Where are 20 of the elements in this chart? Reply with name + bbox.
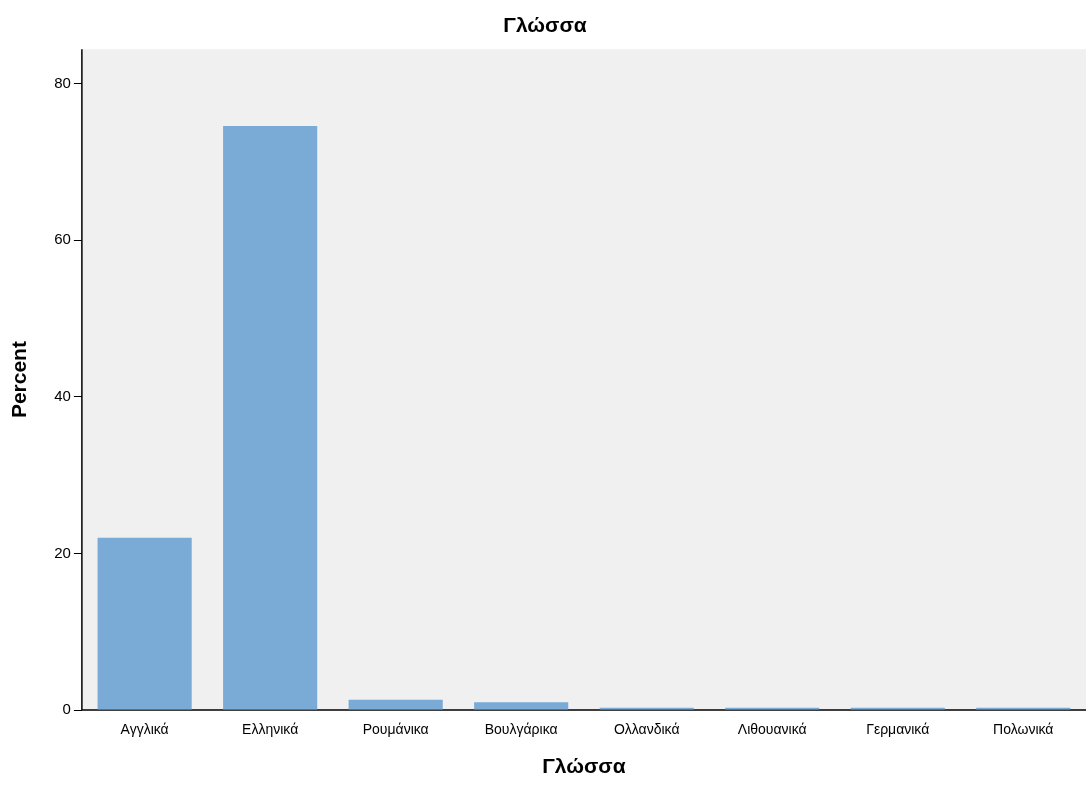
x-tick-label: Ελληνικά <box>242 721 299 738</box>
chart-title: Γλώσσα <box>503 13 587 37</box>
bar <box>474 702 569 710</box>
y-tick-label: 80 <box>54 73 71 91</box>
x-tick-label: Αγγλικά <box>120 721 169 738</box>
y-tick-label: 60 <box>54 230 71 248</box>
y-axis-title: Percent <box>7 341 31 419</box>
x-tick-label: Βουλγάρικα <box>484 721 558 738</box>
bar <box>348 699 443 710</box>
x-tick-label: Ρουμάνικα <box>362 721 429 738</box>
y-tick-label: 40 <box>54 386 71 404</box>
y-tick-label: 0 <box>62 700 71 718</box>
x-tick-label: Γερμανικά <box>866 721 930 738</box>
bar <box>223 125 318 710</box>
bar <box>97 537 192 710</box>
y-tick-label: 20 <box>54 543 71 561</box>
x-tick-label: Ολλανδικά <box>613 721 680 738</box>
x-axis-title: Γλώσσα <box>542 754 626 778</box>
x-tick-label: Πολωνικά <box>993 721 1054 738</box>
x-tick-label: Λιθουανικά <box>737 721 807 738</box>
